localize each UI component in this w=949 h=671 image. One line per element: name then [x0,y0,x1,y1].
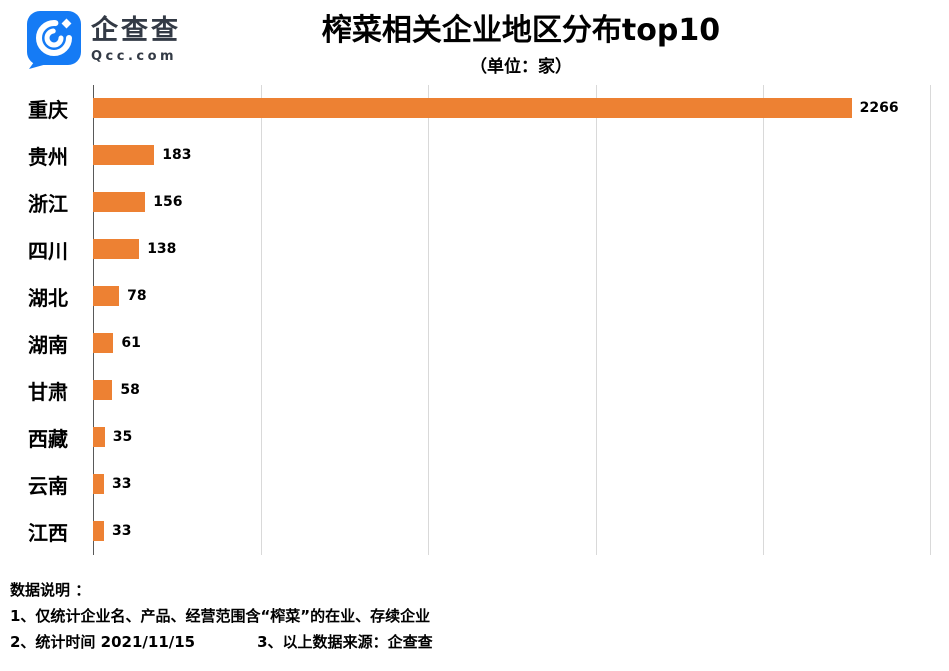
bar [93,333,114,353]
bar-row: 浙江 156 [28,179,930,226]
bar [93,98,852,118]
category-label: 四川 [28,238,68,263]
category-label: 云南 [28,473,68,498]
bar-row: 云南 33 [28,461,930,508]
footer-note-3: 3、以上数据来源：企查查 [257,632,433,651]
value-label: 35 [112,429,133,445]
bar [93,474,105,494]
value-label: 33 [112,476,132,492]
bar [93,192,146,212]
value-label: 183 [162,147,192,163]
bar-row: 湖南 61 [28,320,930,367]
bar [93,380,113,400]
qcc-logo-icon [27,11,81,69]
gridline [261,84,263,555]
bar [93,239,140,259]
row-plot: 61 [93,320,930,367]
footer-note-row: 2、统计时间 2021/11/15 3、以上数据来源：企查查 [10,629,949,655]
row-plot: 35 [93,414,930,461]
bar [93,286,120,306]
category-label: 浙江 [28,191,68,216]
bar-row: 甘肃 58 [28,367,930,414]
row-plot: 33 [93,508,930,555]
chart-title: 榨菜相关企业地区分布top10 [321,13,721,48]
row-plot: 156 [93,179,930,226]
value-label: 138 [147,241,177,257]
value-label: 61 [121,335,141,351]
logo-text: 企查查 Qcc.com [91,16,181,64]
row-plot: 33 [93,461,930,508]
gridline [762,84,764,555]
value-label: 156 [153,194,183,210]
bar-row: 湖北 78 [28,273,930,320]
title-block: 榨菜相关企业地区分布top10 （单位：家） [93,0,949,77]
row-plot: 2266 [93,85,930,132]
row-plot: 138 [93,226,930,273]
value-label: 33 [112,523,132,539]
header: 企查查 Qcc.com 榨菜相关企业地区分布top10 （单位：家） [0,0,949,77]
brand-name: 企查查 [91,15,181,47]
value-label: 78 [127,288,147,304]
bar-row: 贵州 183 [28,132,930,179]
footer-notes-title: 数据说明 ： [10,580,91,599]
bar-row: 江西 33 [28,508,930,555]
bar-rows: 重庆 2266 贵州 183 浙江 156 四川 1 [28,85,930,555]
category-label: 重庆 [28,97,68,122]
value-label: 58 [120,382,140,398]
gridlines [93,84,931,555]
gridline [428,84,430,555]
bar-chart: 重庆 2266 贵州 183 浙江 156 四川 1 [28,84,931,555]
category-label: 西藏 [28,426,68,451]
bar-row: 西藏 35 [28,414,930,461]
category-label: 甘肃 [28,379,68,404]
brand-domain: Qcc.com [91,48,178,64]
bar-row: 四川 138 [28,226,930,273]
value-label: 2266 [859,100,899,116]
category-label: 贵州 [28,144,68,169]
gridline [595,84,597,555]
bar [93,521,105,541]
footer-note-1: 1、仅统计企业名、产品、经营范围含“榨菜”的在业、存续企业 [10,606,431,625]
footer-notes: 数据说明 ： 1、仅统计企业名、产品、经营范围含“榨菜”的在业、存续企业 2、统… [10,577,949,655]
row-plot: 183 [93,132,930,179]
category-label: 江西 [28,520,68,545]
bar-row: 重庆 2266 [28,85,930,132]
category-label: 湖南 [28,332,68,357]
footer-note-2: 2、统计时间 2021/11/15 [10,632,196,651]
qcc-logo: 企查查 Qcc.com [26,10,181,70]
category-label: 湖北 [28,285,68,310]
gridline [930,84,931,555]
chart-subtitle: （单位：家） [470,56,572,77]
row-plot: 78 [93,273,930,320]
bar [93,145,155,165]
row-plot: 58 [93,367,930,414]
bar [93,427,105,447]
